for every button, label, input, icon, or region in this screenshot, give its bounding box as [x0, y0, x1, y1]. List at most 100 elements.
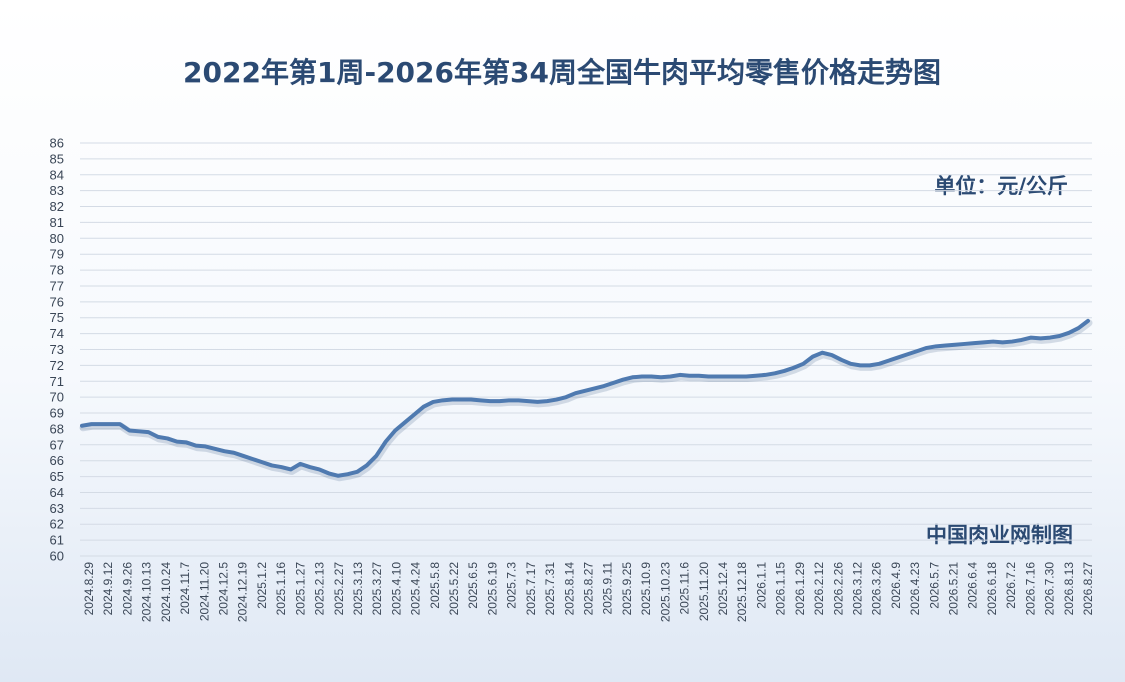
data-point: [782, 369, 786, 373]
data-point: [298, 462, 302, 466]
data-point: [716, 375, 720, 379]
source-label: 中国肉业网制图: [926, 523, 1073, 547]
data-point: [649, 375, 653, 379]
data-point: [270, 463, 274, 467]
data-point: [184, 440, 188, 444]
data-point: [365, 463, 369, 467]
data-point: [792, 366, 796, 370]
y-tick-label: 82: [50, 199, 64, 214]
x-tick-label: 2025.9.11: [601, 562, 615, 615]
data-point: [498, 399, 502, 403]
x-tick-label: 2025.1.2: [255, 562, 269, 609]
x-tick-label: 2025.11.20: [697, 562, 711, 621]
data-point: [355, 470, 359, 474]
x-tick-label: 2026.1.15: [774, 562, 788, 616]
data-point: [953, 343, 957, 347]
data-point: [1029, 336, 1033, 340]
data-point: [1010, 340, 1014, 344]
y-tick-label: 80: [50, 231, 64, 246]
data-point: [1067, 331, 1071, 335]
data-point: [175, 440, 179, 444]
x-tick-label: 2025.10.23: [658, 562, 672, 622]
y-tick-label: 71: [50, 374, 64, 389]
data-point: [260, 460, 264, 464]
x-tick-label: 2025.1.27: [293, 562, 307, 616]
data-point: [412, 413, 416, 417]
data-point: [621, 378, 625, 382]
data-point: [574, 391, 578, 395]
y-tick-label: 86: [50, 136, 64, 151]
x-tick-label: 2026.7.2: [1004, 562, 1018, 609]
data-point: [564, 395, 568, 399]
data-point: [830, 353, 834, 357]
data-point: [754, 374, 758, 378]
data-point: [1001, 340, 1005, 344]
x-tick-label: 2025.12.18: [735, 562, 749, 622]
data-point: [1077, 326, 1081, 330]
data-point: [982, 340, 986, 344]
data-point: [972, 341, 976, 345]
data-point: [1039, 336, 1043, 340]
x-tick-label: 2026.5.21: [947, 562, 961, 616]
x-tick-label: 2025.9.25: [620, 562, 634, 616]
x-tick-label: 2025.7.3: [505, 562, 519, 609]
data-point: [422, 405, 426, 409]
x-tick-label: 2024.12.5: [216, 562, 230, 616]
x-tick-label: 2025.6.19: [485, 562, 499, 616]
data-point: [336, 474, 340, 478]
y-tick-label: 65: [50, 469, 64, 484]
data-point: [925, 346, 929, 350]
data-point: [232, 451, 236, 455]
y-tick-label: 68: [50, 421, 64, 436]
data-point: [820, 351, 824, 355]
data-point: [555, 398, 559, 402]
x-tick-label: 2026.6.18: [985, 562, 999, 616]
data-point: [384, 440, 388, 444]
data-point: [308, 465, 312, 469]
data-point: [545, 399, 549, 403]
data-point: [213, 447, 217, 451]
x-tick-label: 2025.3.13: [351, 562, 365, 616]
data-point: [460, 398, 464, 402]
data-point: [934, 344, 938, 348]
y-tick-label: 81: [50, 215, 64, 230]
data-point: [801, 362, 805, 366]
data-point: [507, 398, 511, 402]
x-tick-label: 2026.7.30: [1043, 562, 1057, 616]
x-tick-label: 2025.12.4: [716, 562, 730, 616]
data-point: [393, 429, 397, 433]
data-point: [89, 422, 93, 426]
data-point: [1020, 338, 1024, 342]
y-tick-label: 61: [50, 533, 64, 548]
data-point: [868, 363, 872, 367]
data-point: [469, 398, 473, 402]
y-tick-label: 72: [50, 358, 64, 373]
data-point: [289, 467, 293, 471]
x-tick-label: 2025.7.17: [524, 562, 538, 616]
y-tick-label: 83: [50, 183, 64, 198]
data-point: [118, 422, 122, 426]
chart-title: 2022年第1周-2026年第34周全国牛肉平均零售价格走势图: [183, 56, 941, 89]
data-point: [611, 381, 615, 385]
data-point: [346, 472, 350, 476]
x-tick-label: 2025.4.24: [409, 562, 423, 616]
x-tick-label: 2026.5.7: [927, 562, 941, 609]
data-point: [374, 454, 378, 458]
data-point: [773, 371, 777, 375]
data-point: [915, 349, 919, 353]
data-point: [592, 386, 596, 390]
data-point: [137, 429, 141, 433]
data-point: [725, 375, 729, 379]
y-tick-label: 60: [50, 549, 64, 564]
data-point: [1086, 319, 1090, 323]
data-point: [906, 352, 910, 356]
y-tick-label: 78: [50, 263, 64, 278]
data-point: [735, 375, 739, 379]
y-tick-label: 63: [50, 501, 64, 516]
y-tick-label: 64: [50, 485, 64, 500]
data-point: [630, 375, 634, 379]
x-tick-label: 2025.4.10: [389, 562, 403, 616]
data-point: [763, 373, 767, 377]
data-point: [991, 340, 995, 344]
data-point: [896, 355, 900, 359]
